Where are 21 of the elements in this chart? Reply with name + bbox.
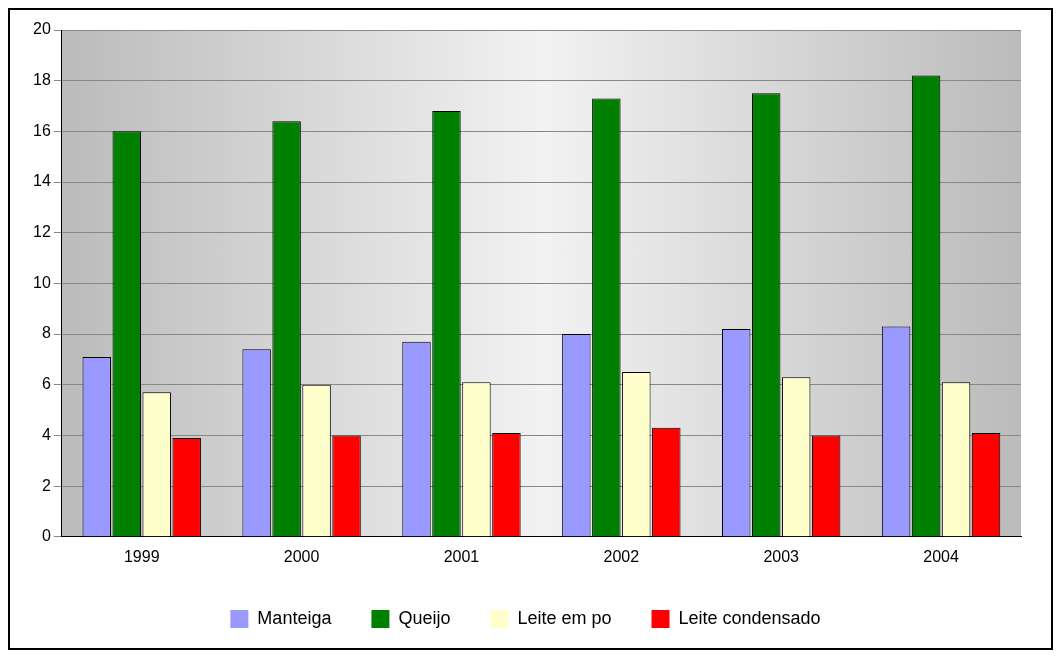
legend-label: Manteiga [257,607,333,628]
y-tick-label: 4 [41,425,51,443]
x-tick-label: 1999 [123,547,160,565]
x-tick-label: 2000 [283,547,320,565]
y-tick-label: 16 [33,121,51,139]
legend-label: Leite em po [517,607,612,628]
y-tick-label: 14 [33,172,51,190]
y-tick-label: 6 [41,375,51,393]
y-tick-label: 2 [41,476,51,494]
x-tick-label: 2003 [763,547,800,565]
x-tick-label: 2001 [443,547,480,565]
legend-label: Leite condensado [678,607,821,628]
y-tick-label: 20 [33,20,51,38]
y-tick-label: 12 [33,223,51,241]
y-tick-label: 8 [41,324,51,342]
y-tick-label: 10 [33,273,51,291]
legend-label: Queijo [398,607,451,628]
y-tick-label: 18 [33,71,51,89]
x-tick-label: 2002 [603,547,640,565]
y-tick-label: 0 [41,527,51,545]
x-tick-label: 2004 [923,547,959,565]
